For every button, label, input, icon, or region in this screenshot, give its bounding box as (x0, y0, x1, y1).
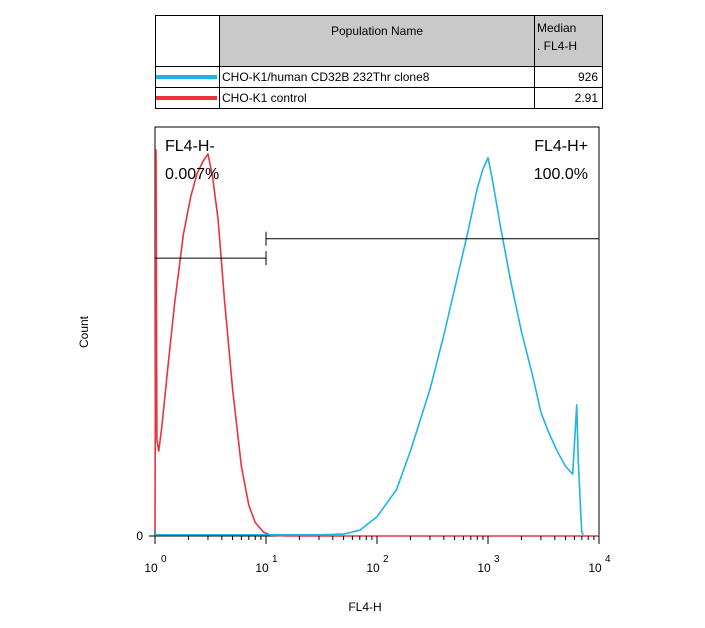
legend-header-median-line1: Median (537, 21, 577, 35)
legend-header-median: Median . FL4-H (534, 15, 603, 67)
legend-header-population: Population Name (219, 15, 535, 67)
legend-row: CHO-K1 control 2.91 (155, 87, 603, 109)
legend-row-median: 2.91 (534, 87, 603, 109)
y-tick-label: 0 (136, 529, 143, 543)
legend-header-row: Population Name Median . FL4-H (155, 15, 603, 67)
x-tick-exponent: 1 (272, 554, 278, 565)
legend-header-median-line2: . FL4-H (537, 39, 578, 53)
gate-name-label: FL4-H- (165, 138, 215, 155)
x-tick-label: 10 (477, 561, 491, 575)
gate-percent-label: 100.0% (534, 166, 588, 183)
series-line-1 (155, 156, 584, 536)
legend-swatch-cell (155, 87, 220, 109)
y-axis-label: Count (77, 315, 91, 348)
x-tick-label: 10 (588, 561, 602, 575)
x-tick-label: 10 (144, 561, 158, 575)
gate-percent-label: 0.007% (165, 166, 219, 183)
x-tick-label: 10 (366, 561, 380, 575)
legend-table: Population Name Median . FL4-H CHO-K1/hu… (155, 15, 603, 109)
x-tick-exponent: 2 (383, 554, 389, 565)
legend-swatch-red (156, 96, 217, 100)
x-tick-exponent: 0 (161, 554, 167, 565)
legend-row-name: CHO-K1/human CD32B 232Thr clone8 (219, 66, 535, 88)
legend-row: CHO-K1/human CD32B 232Thr clone8 926 (155, 66, 603, 88)
legend-swatch-cyan (156, 75, 217, 79)
x-axis-label: FL4-H (348, 600, 381, 614)
x-tick-exponent: 4 (605, 554, 611, 565)
legend-row-name: CHO-K1 control (219, 87, 535, 109)
x-tick-exponent: 3 (494, 554, 500, 565)
series-line-0 (154, 149, 599, 537)
legend-header-empty (155, 15, 220, 67)
gate-name-label: FL4-H+ (534, 138, 588, 155)
x-tick-label: 10 (255, 561, 269, 575)
plot-frame (154, 126, 600, 537)
